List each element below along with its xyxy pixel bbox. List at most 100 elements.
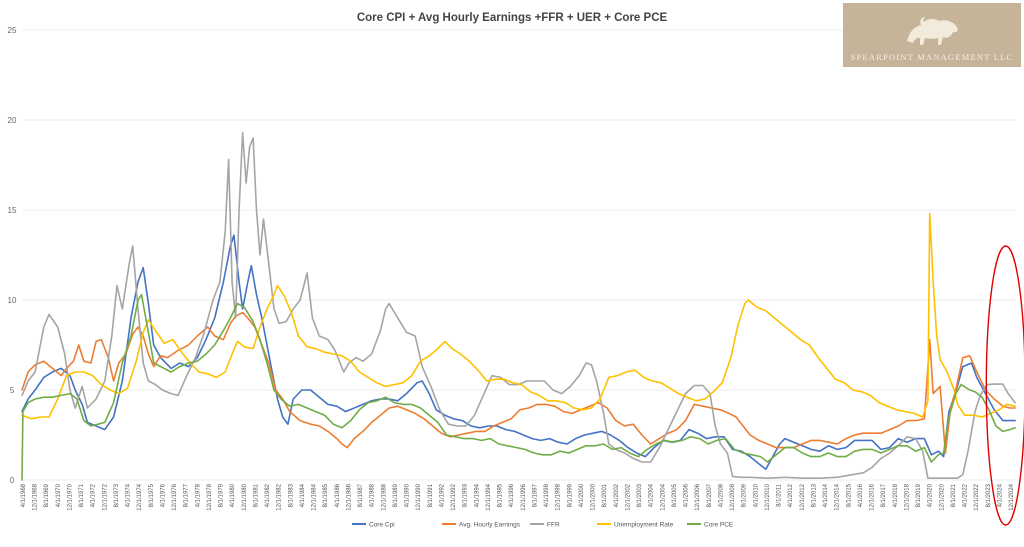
x-tick-label: 8/1/2017	[881, 483, 887, 507]
x-tick-label: 12/1/1982	[277, 483, 283, 510]
x-tick-label: 8/1/2015	[846, 483, 852, 507]
y-tick-label: 25	[8, 26, 17, 35]
x-tick-label: 8/1/2011	[777, 483, 783, 507]
series-line-ffr	[21, 131, 1016, 479]
x-tick-label: 8/1/1979	[219, 483, 225, 507]
x-tick-label: 8/1/2021	[951, 483, 957, 507]
series-line-avg-hourly-earnings	[21, 311, 1016, 454]
x-tick-label: 8/1/1975	[149, 483, 155, 507]
x-tick-label: 12/1/2018	[904, 483, 910, 510]
x-tick-label: 8/1/1997	[532, 483, 538, 507]
x-tick-label: 4/1/1968	[21, 483, 27, 507]
x-tick-label: 4/1/1986	[335, 483, 341, 507]
x-tick-label: 4/1/2016	[858, 483, 864, 507]
legend-label: Unemployment Rate	[614, 522, 674, 529]
x-tick-label: 4/1/2022	[963, 483, 969, 507]
x-tick-label: 4/1/1978	[195, 483, 201, 507]
x-tick-label: 12/1/2004	[660, 483, 666, 510]
series-line-core-cpi	[21, 234, 1016, 470]
x-tick-label: 4/1/1990	[405, 483, 411, 507]
x-tick-label: 12/1/2010	[765, 483, 771, 510]
series-line-core-pce	[21, 293, 1016, 481]
brand-name: SPEARPOINT MANAGEMENT LLC	[850, 52, 1014, 62]
x-tick-label: 12/1/2008	[730, 483, 736, 510]
x-tick-label: 12/1/2020	[939, 483, 945, 510]
x-tick-label: 12/1/2002	[625, 483, 631, 510]
gridlines	[22, 29, 1016, 481]
x-tick-label: 8/1/1989	[393, 483, 399, 507]
legend-label: Core PCE	[704, 522, 734, 529]
x-tick-label: 4/1/1994	[474, 483, 480, 507]
y-axis: 0 5 10 15 20 25	[8, 26, 17, 485]
x-tick-label: 12/1/1980	[242, 483, 248, 510]
x-tick-label: 12/1/2012	[800, 483, 806, 510]
x-tick-label: 8/1/1969	[44, 483, 50, 507]
x-tick-label: 12/1/1996	[521, 483, 527, 510]
x-tick-label: 12/1/1976	[172, 483, 178, 510]
x-tick-label: 8/1/2003	[637, 483, 643, 507]
x-tick-label: 8/1/2023	[986, 483, 992, 507]
x-tick-label: 4/1/2010	[753, 483, 759, 507]
y-tick-label: 10	[8, 296, 17, 305]
x-tick-label: 4/1/2002	[614, 483, 620, 507]
series-line-unemployment-rate	[21, 212, 1016, 420]
x-tick-label: 12/1/2014	[835, 483, 841, 510]
x-tick-label: 8/1/1971	[79, 483, 85, 507]
x-tick-label: 4/1/2008	[718, 483, 724, 507]
x-tick-label: 8/1/2007	[707, 483, 713, 507]
x-tick-label: 8/1/2001	[602, 483, 608, 507]
x-tick-label: 12/1/2022	[974, 483, 980, 510]
x-tick-label: 4/1/2014	[823, 483, 829, 507]
x-tick-label: 4/1/1972	[91, 483, 97, 507]
x-tick-label: 12/1/1984	[312, 483, 318, 510]
x-tick-label: 8/1/2019	[916, 483, 922, 507]
highlight-ellipse	[985, 245, 1024, 526]
x-tick-label: 4/1/1980	[230, 483, 236, 507]
x-tick-label: 12/1/1990	[416, 483, 422, 510]
x-tick-label: 4/1/1996	[509, 483, 515, 507]
x-tick-label: 4/1/2018	[893, 483, 899, 507]
x-tick-label: 12/1/2024	[1009, 483, 1015, 510]
legend: Core Cpi Avg. Hourly Earnings FFR Unemploym…	[352, 522, 734, 529]
x-tick-label: 8/1/1973	[114, 483, 120, 507]
x-tick-label: 4/1/1998	[544, 483, 550, 507]
x-tick-label: 4/1/2000	[579, 483, 585, 507]
x-tick-label: 12/1/1998	[556, 483, 562, 510]
x-tick-label: 8/1/2005	[672, 483, 678, 507]
x-tick-label: 8/1/1977	[184, 483, 190, 507]
chart-title: Core CPI + Avg Hourly Earnings +FFR + UE…	[357, 12, 668, 24]
x-tick-label: 12/1/1974	[137, 483, 143, 510]
x-tick-label: 8/1/2009	[742, 483, 748, 507]
legend-label: Avg. Hourly Earnings	[459, 522, 521, 529]
x-tick-label: 12/1/1986	[346, 483, 352, 510]
x-tick-label: 12/1/2006	[695, 483, 701, 510]
x-tick-label: 4/1/1992	[439, 483, 445, 507]
x-axis: 4/1/1968 12/1/1968 8/1/1969 4/1/1970 12/1/19…	[21, 483, 1015, 510]
series-lines	[21, 131, 1016, 481]
x-tick-label: 12/1/1992	[451, 483, 457, 510]
x-tick-label: 12/1/1972	[102, 483, 108, 510]
x-tick-label: 4/1/1988	[370, 483, 376, 507]
x-tick-label: 12/1/1988	[381, 483, 387, 510]
x-tick-label: 12/1/1970	[67, 483, 73, 510]
x-tick-label: 12/1/2016	[870, 483, 876, 510]
x-tick-label: 4/1/2006	[684, 483, 690, 507]
x-tick-label: 8/1/1991	[428, 483, 434, 507]
x-tick-label: 8/1/1999	[567, 483, 573, 507]
x-tick-label: 12/1/2000	[591, 483, 597, 510]
x-tick-label: 8/1/1981	[253, 483, 259, 507]
x-tick-label: 8/1/1987	[358, 483, 364, 507]
x-tick-label: 8/1/2013	[811, 483, 817, 507]
x-tick-label: 4/1/2012	[788, 483, 794, 507]
x-tick-label: 12/1/1968	[33, 483, 39, 510]
y-tick-label: 5	[10, 386, 15, 395]
y-tick-label: 0	[10, 476, 15, 485]
x-tick-label: 8/1/1995	[498, 483, 504, 507]
x-tick-label: 4/1/1976	[160, 483, 166, 507]
y-tick-label: 15	[8, 206, 17, 215]
x-tick-label: 12/1/1994	[486, 483, 492, 510]
x-tick-label: 8/1/1983	[288, 483, 294, 507]
x-tick-label: 4/1/2020	[928, 483, 934, 507]
